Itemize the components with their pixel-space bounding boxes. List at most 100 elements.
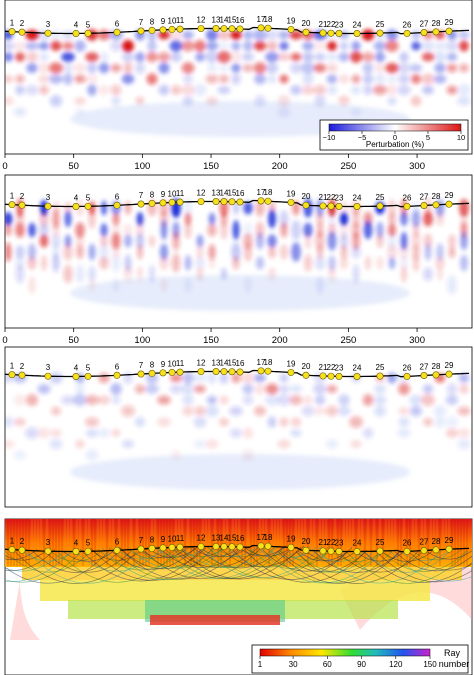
anomaly bbox=[39, 211, 49, 227]
anomaly bbox=[410, 95, 422, 107]
station-marker bbox=[84, 547, 92, 555]
station-label: 22 bbox=[327, 20, 336, 29]
station-marker bbox=[228, 198, 236, 206]
station-marker bbox=[353, 372, 361, 380]
panel-d-colorbar: 1 30 60 90 120 150 Ray number bbox=[251, 644, 469, 674]
panel-d-ray-coverage bbox=[5, 519, 472, 640]
anomaly bbox=[14, 394, 26, 406]
anomaly bbox=[5, 439, 15, 449]
ray-path bbox=[5, 550, 92, 573]
colorbar-tick-label: 0 bbox=[393, 133, 397, 142]
anomaly bbox=[74, 74, 86, 84]
station-marker bbox=[302, 201, 310, 209]
anomaly bbox=[446, 52, 458, 62]
station-9: 9 bbox=[159, 17, 167, 34]
station-label: 24 bbox=[353, 193, 362, 202]
anomaly bbox=[111, 254, 121, 272]
panel-c-perturbation-field bbox=[5, 372, 471, 490]
anomaly bbox=[160, 220, 168, 240]
colorbar-label: Perturbation (%) bbox=[366, 140, 425, 149]
anomaly bbox=[121, 405, 135, 417]
anomaly bbox=[253, 29, 267, 41]
anomaly bbox=[362, 62, 374, 74]
station-marker bbox=[264, 542, 272, 550]
anomaly bbox=[135, 52, 145, 62]
station-label: 14 bbox=[220, 16, 229, 25]
station-label: 10 bbox=[168, 534, 177, 543]
station-13: 13 bbox=[212, 16, 221, 33]
anomaly bbox=[26, 394, 38, 406]
station-label: 14 bbox=[220, 359, 229, 368]
anomaly bbox=[436, 267, 444, 281]
anomaly bbox=[145, 372, 159, 384]
anomaly bbox=[241, 52, 255, 62]
anomaly bbox=[316, 212, 324, 226]
station-label: 14 bbox=[220, 189, 229, 198]
anomaly bbox=[99, 52, 109, 62]
anomaly bbox=[304, 254, 312, 272]
anomaly bbox=[52, 221, 60, 239]
station-6: 6 bbox=[113, 19, 121, 36]
station-5: 5 bbox=[84, 193, 92, 210]
station-label: 9 bbox=[161, 360, 166, 369]
anomaly bbox=[51, 201, 61, 215]
anomaly bbox=[375, 73, 385, 85]
ray-colorbar-gradient bbox=[259, 648, 431, 657]
anomaly bbox=[39, 52, 49, 62]
station-29: 29 bbox=[445, 361, 454, 378]
anomaly bbox=[387, 199, 397, 217]
station-marker bbox=[319, 29, 327, 37]
station-4: 4 bbox=[72, 193, 80, 210]
anomaly bbox=[184, 212, 192, 226]
station-label: 7 bbox=[139, 361, 144, 370]
x-tick-label: 200 bbox=[272, 335, 288, 346]
ray-path bbox=[362, 550, 472, 583]
station-marker bbox=[432, 371, 440, 379]
anomaly bbox=[313, 84, 327, 96]
station-10: 10 bbox=[168, 16, 177, 33]
anomaly bbox=[171, 253, 181, 273]
anomaly bbox=[254, 73, 266, 85]
station-marker bbox=[197, 543, 205, 551]
x-tick-label: 100 bbox=[134, 161, 150, 172]
anomaly bbox=[397, 74, 411, 84]
station-26: 26 bbox=[403, 20, 412, 37]
anomaly bbox=[423, 267, 433, 281]
anomaly bbox=[15, 74, 25, 84]
station-marker bbox=[176, 368, 184, 376]
station-label: 2 bbox=[20, 192, 25, 201]
anomaly bbox=[411, 201, 421, 215]
station-29: 29 bbox=[445, 536, 454, 553]
anomaly bbox=[14, 417, 26, 427]
anomaly bbox=[267, 416, 277, 428]
station-label: 11 bbox=[176, 16, 185, 25]
anomaly bbox=[400, 265, 408, 283]
anomaly bbox=[97, 395, 111, 405]
anomaly bbox=[219, 372, 229, 384]
station-label: 9 bbox=[161, 17, 166, 26]
anomaly bbox=[363, 220, 373, 240]
station-marker bbox=[327, 202, 335, 210]
anomaly bbox=[169, 40, 183, 52]
station-marker bbox=[18, 28, 26, 36]
anomaly bbox=[421, 73, 435, 85]
anomaly bbox=[388, 212, 396, 226]
station-label: 19 bbox=[287, 16, 296, 25]
anomaly bbox=[460, 254, 468, 272]
anomaly bbox=[290, 52, 302, 62]
anomaly bbox=[361, 29, 375, 41]
ray-path bbox=[5, 549, 56, 571]
station-marker bbox=[376, 547, 384, 555]
station-label: 10 bbox=[168, 16, 177, 25]
station-marker bbox=[257, 367, 265, 375]
station-label: 20 bbox=[302, 537, 311, 546]
anomaly bbox=[397, 62, 411, 74]
station-marker bbox=[212, 543, 220, 551]
anomaly bbox=[313, 63, 327, 73]
station-11: 11 bbox=[176, 534, 185, 551]
station-label: 22 bbox=[327, 538, 336, 547]
anomaly bbox=[457, 84, 471, 96]
station-label: 7 bbox=[139, 191, 144, 200]
